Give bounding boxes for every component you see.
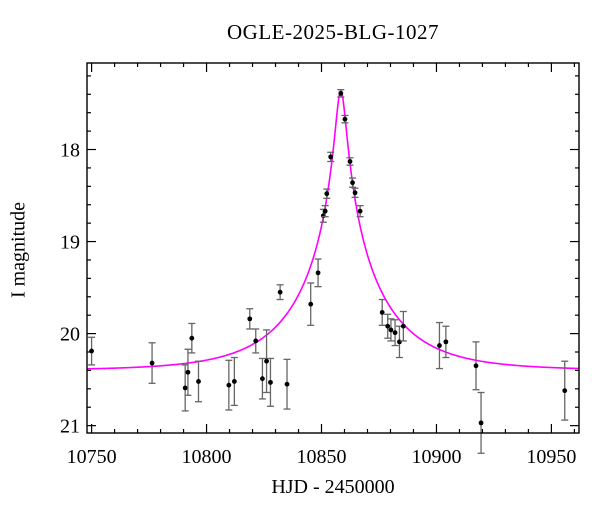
data-point xyxy=(562,388,568,394)
x-tick-label: 10900 xyxy=(411,446,461,468)
x-axis-label: HJD - 2450000 xyxy=(271,476,395,498)
y-tick-label: 20 xyxy=(60,324,80,346)
x-tick-label: 10800 xyxy=(182,446,232,468)
plot-frame xyxy=(86,62,580,434)
data-point xyxy=(350,180,355,186)
x-tick-label: 10950 xyxy=(526,446,576,468)
data-point xyxy=(357,208,363,214)
data-point xyxy=(149,360,155,366)
data-point xyxy=(260,376,265,382)
data-point xyxy=(388,327,394,333)
data-point xyxy=(385,323,391,329)
data-point xyxy=(338,90,344,96)
data-point xyxy=(268,379,273,385)
data-point xyxy=(473,363,479,369)
data-point xyxy=(277,289,283,295)
data-point xyxy=(247,316,253,322)
data-point xyxy=(379,310,385,315)
data-point xyxy=(347,159,353,164)
data-point xyxy=(185,369,191,375)
data-point xyxy=(397,339,402,345)
data-point xyxy=(328,154,334,160)
model-light-curve xyxy=(86,89,580,370)
data-point xyxy=(322,208,328,214)
data-point xyxy=(342,116,348,122)
y-tick-label: 21 xyxy=(60,416,80,438)
plot-title: OGLE-2025-BLG-1027 xyxy=(227,20,439,44)
y-tick-label: 19 xyxy=(60,232,80,254)
x-tick-label: 10850 xyxy=(297,446,347,468)
data-point xyxy=(324,191,330,197)
data-point xyxy=(196,379,201,384)
data-point xyxy=(253,338,259,344)
data-point xyxy=(400,323,406,329)
data-point xyxy=(231,379,237,384)
y-tick-label: 18 xyxy=(60,140,80,162)
data-point xyxy=(443,339,449,345)
data-point xyxy=(89,348,94,354)
data-point xyxy=(226,382,232,388)
data-point xyxy=(308,301,314,307)
data-point xyxy=(352,190,358,196)
data-point xyxy=(315,270,321,276)
data-point xyxy=(264,358,269,364)
data-point xyxy=(189,335,195,341)
data-point xyxy=(392,330,398,336)
data-point xyxy=(284,381,290,387)
data-point xyxy=(182,385,188,391)
data-point xyxy=(437,343,442,348)
data-point xyxy=(478,420,484,426)
x-tick-label: 10750 xyxy=(67,446,117,468)
